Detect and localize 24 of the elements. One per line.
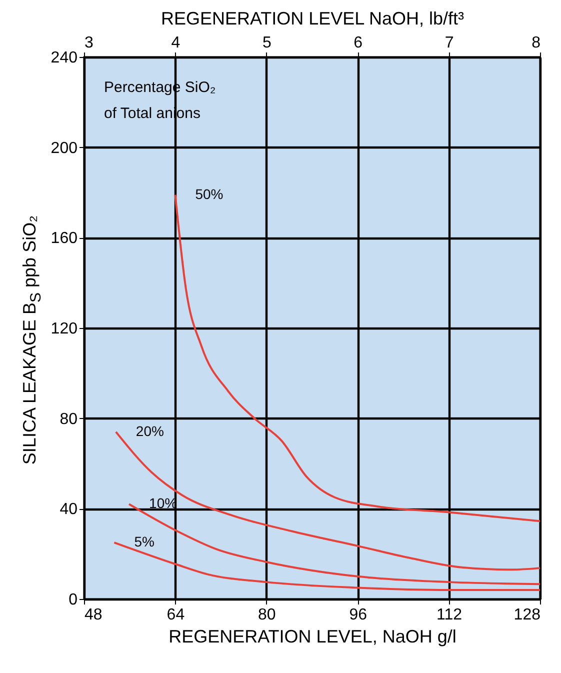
y-tick-label: 0 (68, 592, 78, 608)
x-tick-label: 128 (514, 606, 541, 624)
x2-tick-label: 8 (532, 34, 541, 52)
x2-tick-label: 7 (444, 34, 454, 52)
y-tick-label: 120 (50, 320, 78, 338)
y-tick-label: 240 (50, 50, 78, 66)
y-tick-label: 200 (50, 140, 78, 157)
y-tick-label: 160 (50, 230, 78, 248)
y-tick-label: 80 (60, 410, 78, 428)
x2-tick-label: 3 (84, 34, 94, 52)
x-tick-label: 80 (258, 606, 276, 624)
series-label: 5% (134, 534, 154, 550)
x2-axis-title: REGENERATION LEVEL NaOH, lb/ft³ (160, 8, 464, 28)
x2-tick-label: 4 (171, 34, 180, 52)
series-label: 50% (195, 186, 224, 202)
x2-tick-label: 6 (354, 34, 363, 52)
x-tick-label: 48 (84, 606, 102, 624)
y-tick-label: 40 (60, 501, 78, 518)
x-tick-label: 64 (166, 606, 185, 624)
x-tick-label: 96 (349, 606, 368, 624)
x-tick-label: 112 (436, 606, 462, 624)
x2-tick-label: 5 (262, 34, 272, 52)
x-axis-title: REGENERATION LEVEL, NaOH g/l (168, 626, 456, 646)
series-label: 20% (136, 422, 164, 439)
